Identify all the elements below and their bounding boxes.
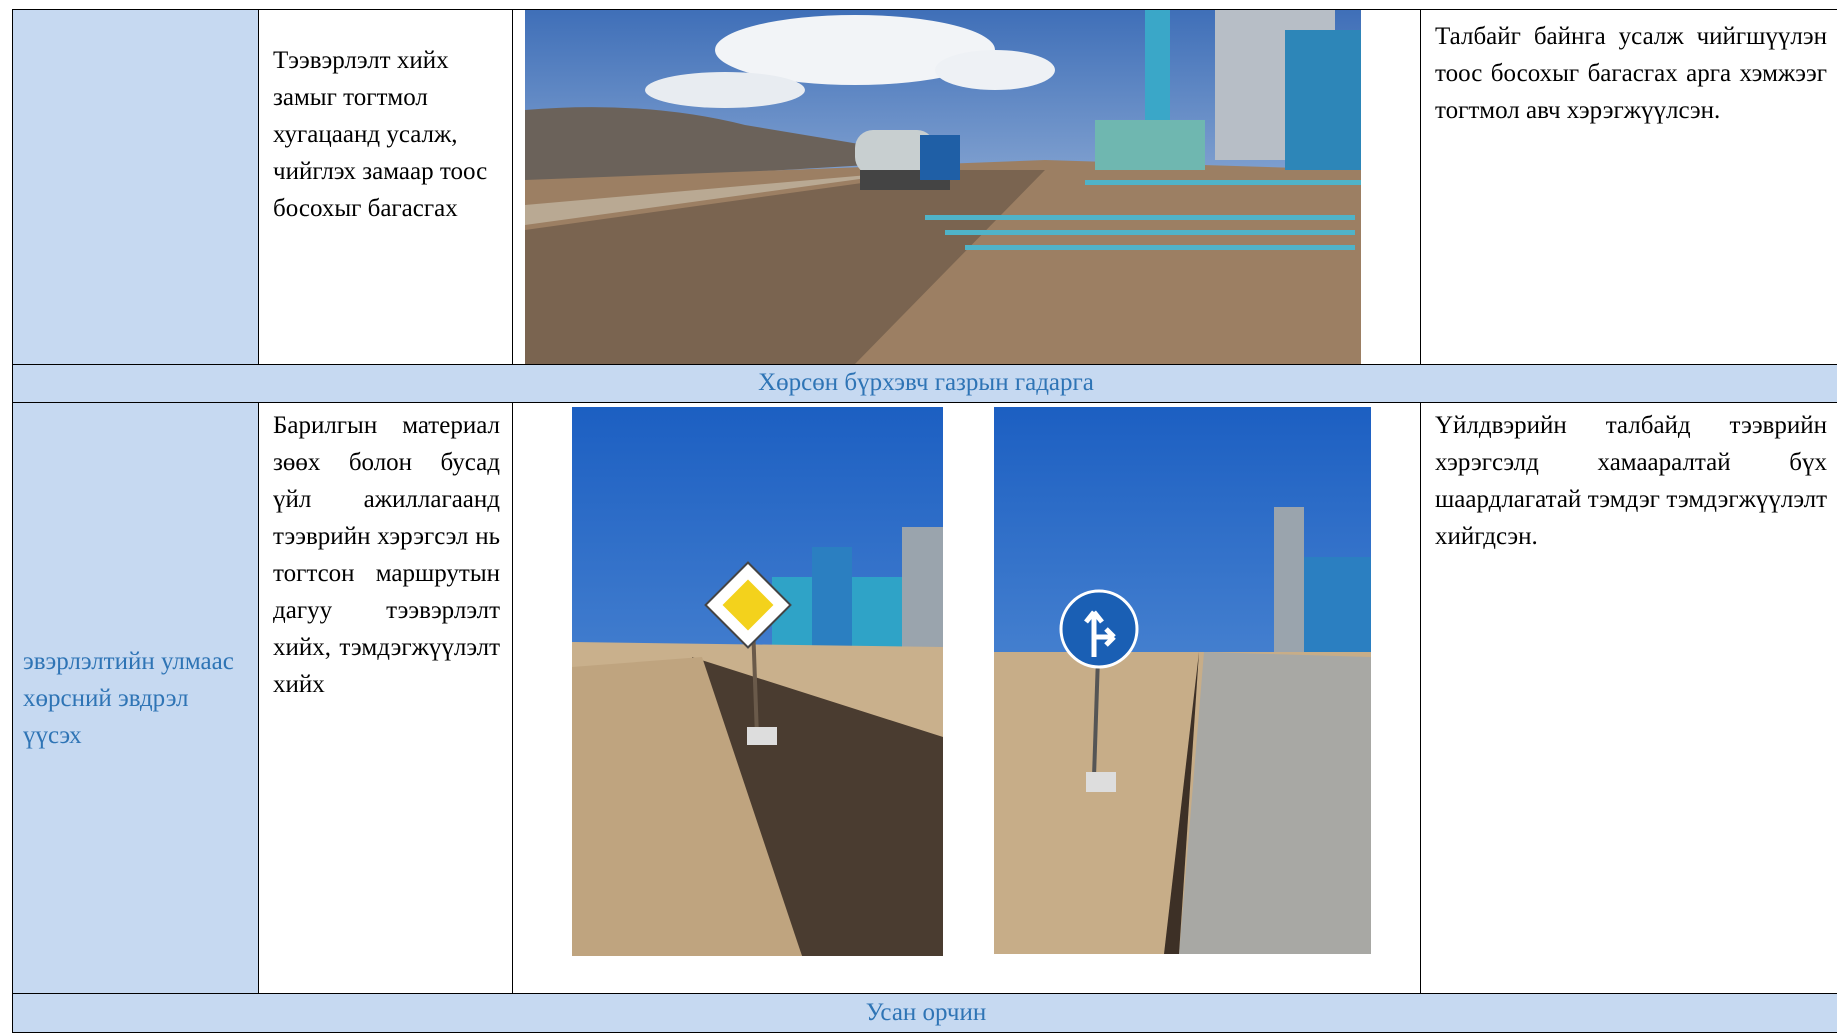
measure-cell: Барилгын материал зөөх болон бусад үйл а… (258, 402, 513, 994)
risk-cell: эвэрлэлтийн улмаас хөрсний эвдрэл үүсэх (12, 402, 259, 994)
section-header: Хөрсөн бүрхэвч газрын гадарга (12, 364, 1837, 403)
result-cell: Талбайг байнга усалж чийгшүүлэн тоос бос… (1420, 9, 1837, 365)
result-cell: Үйлдвэрийн талбайд тээврийн хэрэгсэлд ха… (1420, 402, 1837, 994)
measure-cell: Тээвэрлэлт хийх замыг тогтмол хугацаанд … (258, 9, 513, 365)
photo-direction-sign (994, 407, 1371, 954)
section-header: Усан орчин (12, 993, 1837, 1033)
photo-water-truck (525, 10, 1361, 364)
cell-empty (12, 9, 259, 365)
photo-priority-sign (572, 407, 943, 956)
